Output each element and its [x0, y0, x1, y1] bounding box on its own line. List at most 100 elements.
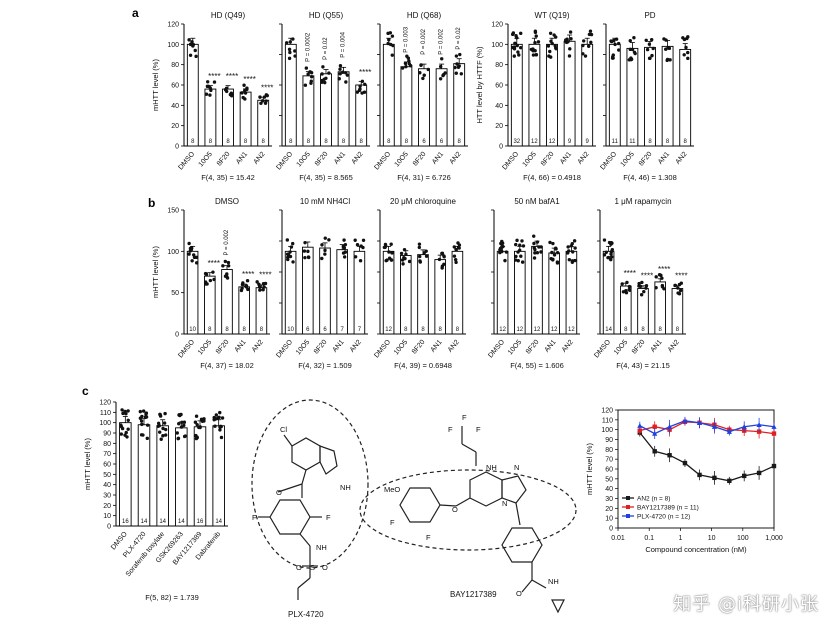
chemical-structures	[251, 399, 577, 614]
bar	[548, 252, 560, 335]
bar	[546, 43, 558, 147]
data-point	[363, 82, 367, 87]
sample-size-label: 6	[306, 327, 310, 333]
data-point	[204, 282, 208, 286]
bar	[284, 250, 297, 335]
atom-label: NH	[316, 543, 327, 552]
sample-size-label: 12	[531, 139, 538, 145]
x-tick-label: AN1	[650, 339, 664, 354]
data-point	[197, 425, 201, 430]
data-point	[125, 435, 129, 439]
sample-size-label: 8	[243, 327, 247, 333]
data-point	[637, 423, 643, 428]
sample-size-label: 8	[458, 139, 462, 145]
data-point	[120, 408, 124, 412]
sample-size-label: 14	[159, 519, 166, 525]
data-point	[386, 31, 390, 36]
data-point	[190, 40, 194, 44]
x-tick-label: AN2	[351, 151, 365, 166]
y-tick-label: 40	[171, 103, 179, 110]
data-point	[514, 254, 518, 259]
data-point	[387, 250, 391, 254]
data-point	[644, 38, 648, 42]
data-point	[182, 423, 186, 428]
data-point	[327, 71, 331, 75]
x-tick-label: 10O5	[613, 339, 629, 357]
data-point	[261, 288, 265, 292]
bar	[626, 47, 639, 147]
sample-size-label: 8	[209, 139, 213, 145]
significance-label: ****	[208, 72, 220, 81]
data-point	[632, 36, 636, 40]
y-tick-label: 120	[601, 408, 613, 415]
data-point	[422, 251, 426, 255]
data-point	[345, 73, 350, 77]
f-statistic-label: F(4, 43) = 21.15	[616, 361, 670, 370]
legend-label: AN2 (n = 8)	[637, 496, 670, 503]
series-line	[639, 420, 775, 435]
y-axis-label: mHTT level (%)	[151, 59, 160, 111]
data-point	[209, 88, 213, 93]
y-tick-label: 0	[499, 144, 503, 151]
data-point	[402, 247, 407, 252]
data-point	[194, 261, 199, 265]
data-point	[320, 72, 324, 76]
data-point	[679, 281, 684, 285]
data-point	[141, 433, 145, 437]
data-point	[667, 453, 672, 458]
data-point	[204, 272, 209, 277]
atom-label: F	[252, 513, 257, 522]
data-point	[457, 64, 461, 68]
data-point	[357, 88, 362, 93]
data-point	[552, 253, 557, 257]
y-tick-label: 30	[103, 493, 111, 500]
data-point	[532, 234, 536, 238]
data-point	[620, 282, 624, 286]
data-point	[531, 53, 536, 57]
x-tick-label: 10O5	[296, 151, 312, 169]
legend-label: BAY1217389 (n = 11)	[637, 505, 699, 512]
bar	[186, 43, 199, 147]
sample-size-label: 6	[422, 139, 426, 145]
data-point	[144, 412, 148, 416]
significance-label: P = 0.002	[421, 28, 427, 54]
data-point	[602, 238, 607, 242]
data-point	[512, 47, 517, 51]
sample-size-label: 8	[307, 139, 311, 145]
data-point	[652, 449, 657, 454]
data-point	[338, 67, 342, 71]
data-point	[187, 252, 191, 256]
data-point	[686, 50, 690, 55]
chart-title: 1 μM rapamycin	[614, 197, 671, 206]
y-tick-label: 40	[495, 103, 503, 110]
panel-label-b: b	[148, 196, 156, 210]
data-point	[360, 91, 364, 95]
data-point	[586, 44, 591, 48]
data-point	[355, 243, 360, 247]
sample-size-label: 8	[387, 139, 391, 145]
data-point	[660, 276, 664, 280]
data-point	[261, 281, 266, 286]
atom-label: F	[476, 425, 481, 434]
sample-size-label: 8	[624, 327, 628, 333]
data-point	[515, 238, 519, 243]
data-point	[662, 37, 666, 41]
data-point	[640, 280, 644, 285]
data-point	[610, 55, 615, 59]
x-tick-label: AN1	[333, 151, 347, 166]
data-point	[569, 37, 573, 41]
atom-label: F	[426, 533, 431, 542]
data-point	[390, 251, 394, 255]
data-point	[567, 258, 572, 262]
data-point	[549, 55, 553, 59]
data-point	[288, 50, 292, 55]
data-point	[293, 54, 297, 58]
data-point	[126, 409, 130, 413]
data-point	[286, 257, 290, 262]
x-tick-label: DMSO	[275, 150, 294, 171]
data-point	[337, 77, 341, 81]
data-point	[353, 255, 358, 259]
bar	[602, 250, 615, 335]
data-point	[287, 47, 292, 52]
